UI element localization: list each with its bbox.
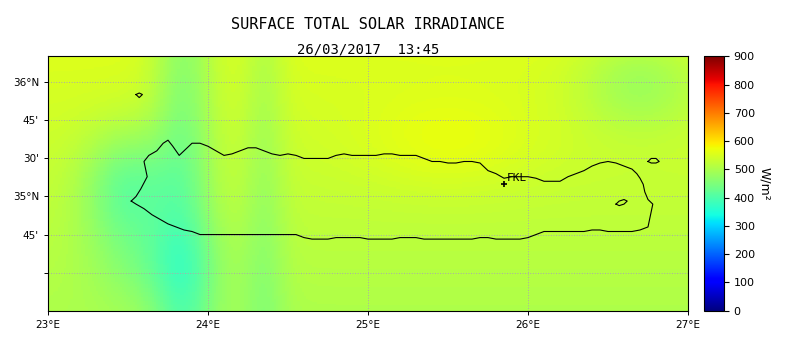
Text: SURFACE TOTAL SOLAR IRRADIANCE: SURFACE TOTAL SOLAR IRRADIANCE [231, 17, 505, 32]
Text: FKL: FKL [507, 173, 527, 183]
Text: 26/03/2017  13:45: 26/03/2017 13:45 [297, 42, 439, 56]
Y-axis label: W/m²: W/m² [758, 167, 771, 201]
